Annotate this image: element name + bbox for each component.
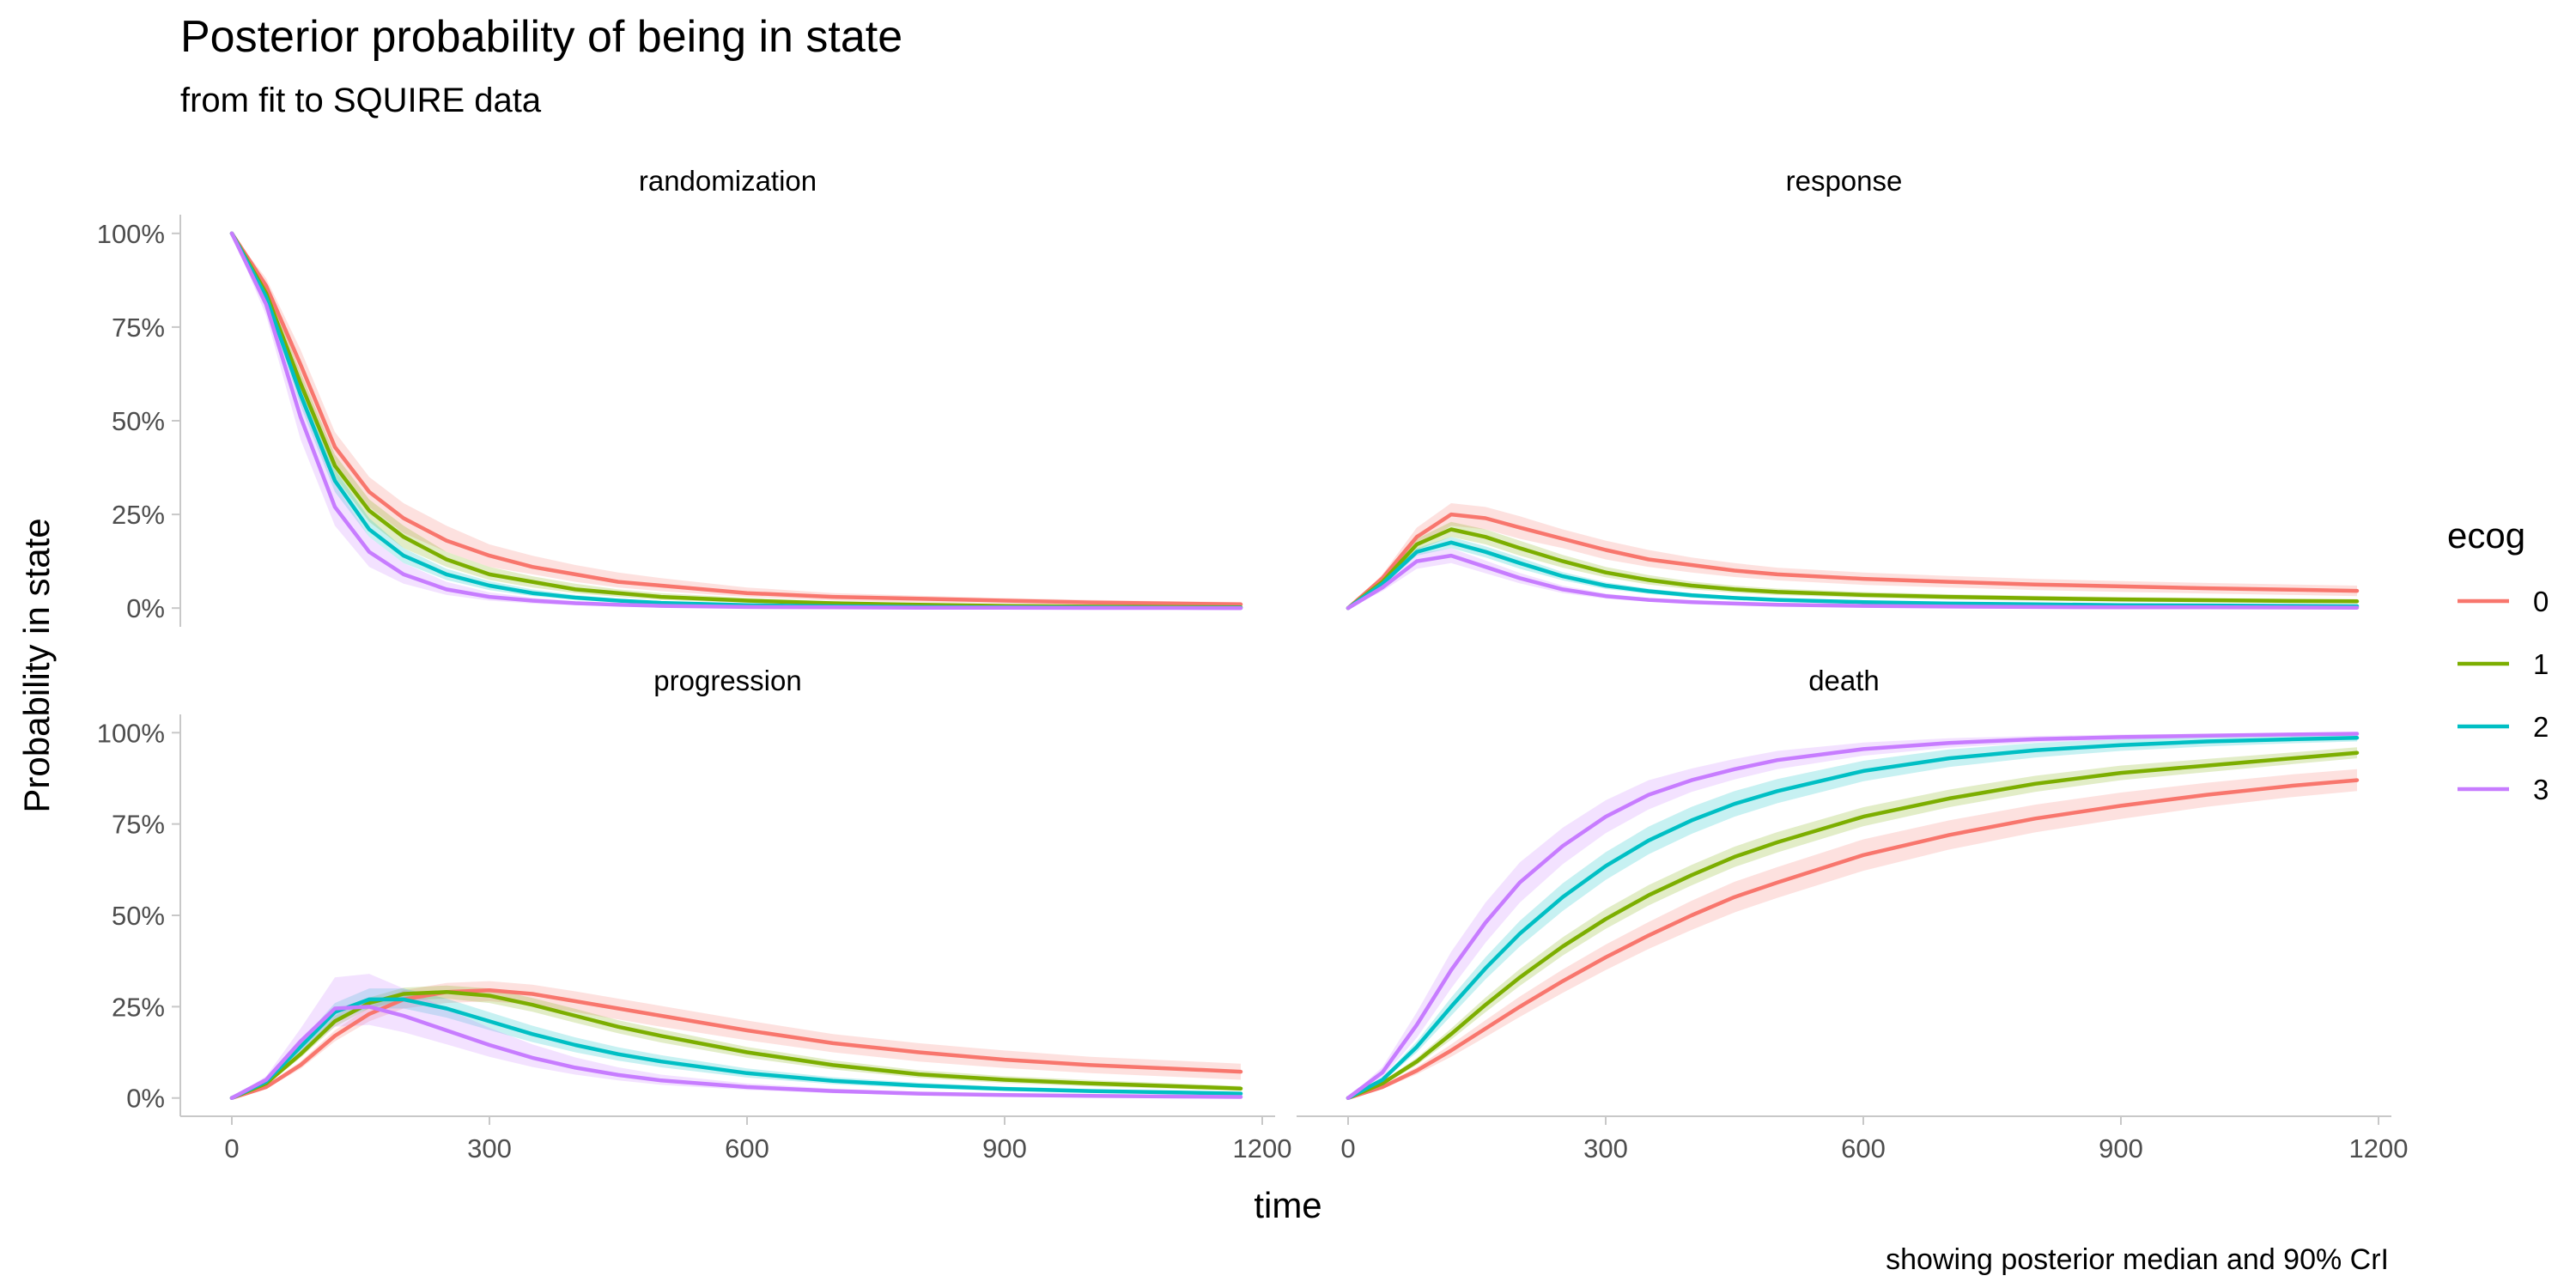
line-progression-ecog-3: [229, 1005, 1243, 1100]
panel-title-randomization: randomization: [639, 165, 817, 197]
line-death-ecog-0: [1346, 778, 2360, 1100]
y-tick-label: 25%: [112, 500, 165, 530]
x-tick-label: 1200: [2349, 1133, 2409, 1163]
x-axis-title: time: [1254, 1185, 1321, 1225]
panel-progression: progression 0% 25% 50% 75% 100% 0 300 600 900 1200: [97, 665, 1292, 1163]
ribbon-progression-ecog-2: [232, 988, 1241, 1098]
ribbon-response-ecog-0: [1348, 503, 2357, 609]
line-death-ecog-1: [1346, 750, 2360, 1100]
x-tick-label: 600: [725, 1133, 769, 1163]
y-tick-label: 75%: [112, 313, 165, 343]
legend-keys: 0 1 2 3: [2458, 586, 2549, 805]
y-tick-label: 0%: [126, 593, 165, 623]
line-death-ecog-2: [1346, 735, 2360, 1100]
y-tick-label: 50%: [112, 406, 165, 436]
panel-title-death: death: [1808, 665, 1880, 696]
y-tick-label: 25%: [112, 992, 165, 1022]
y-tick-label: 100%: [97, 219, 165, 249]
line-response-ecog-1: [1346, 527, 2360, 611]
legend-label-1: 1: [2533, 648, 2549, 680]
y-tick-label: 100%: [97, 718, 165, 748]
line-response-ecog-3: [1346, 553, 2360, 611]
y-tick-label: 75%: [112, 810, 165, 840]
legend-label-3: 3: [2533, 774, 2549, 805]
panels-group: randomization 0% 25% 50% 75% 100% response prog…: [97, 165, 2409, 1163]
line-progression-ecog-1: [229, 990, 1243, 1100]
line-response-ecog-0: [1346, 512, 2360, 611]
y-tick-label: 0%: [126, 1084, 165, 1114]
legend: ecog 0 1 2 3: [2447, 515, 2549, 805]
legend-label-2: 2: [2533, 711, 2549, 743]
ribbon-death-ecog-1: [1348, 747, 2357, 1098]
panel-response: response: [1346, 165, 2360, 611]
ribbon-death-ecog-3: [1348, 732, 2357, 1098]
line-response-ecog-2: [1346, 540, 2360, 611]
ribbon-progression-ecog-3: [232, 974, 1241, 1098]
ribbon-randomization-ecog-3: [232, 233, 1241, 609]
chart-subtitle: from fit to SQUIRE data: [180, 82, 542, 119]
chart-title: Posterior probability of being in state: [180, 12, 902, 62]
chart-caption: showing posterior median and 90% CrI: [1886, 1243, 2389, 1276]
x-tick-label: 0: [1340, 1133, 1355, 1163]
x-tick-label: 1200: [1233, 1133, 1292, 1163]
x-tick-label: 300: [1583, 1133, 1628, 1163]
x-tick-label: 0: [224, 1133, 239, 1163]
line-progression-ecog-0: [229, 987, 1243, 1100]
y-axis-title: Probability in state: [16, 518, 57, 812]
x-tick-label: 900: [982, 1133, 1027, 1163]
ribbon-response-ecog-3: [1348, 548, 2357, 609]
panel-title-progression: progression: [653, 665, 801, 696]
x-tick-label: 900: [2099, 1133, 2143, 1163]
x-tick-label: 300: [467, 1133, 512, 1163]
line-progression-ecog-2: [229, 997, 1243, 1100]
panel-title-response: response: [1786, 165, 1903, 197]
x-tick-label: 600: [1841, 1133, 1886, 1163]
legend-title: ecog: [2447, 515, 2525, 556]
line-death-ecog-3: [1346, 732, 2360, 1100]
panel-randomization: randomization 0% 25% 50% 75% 100%: [97, 165, 1243, 627]
legend-label-0: 0: [2533, 586, 2549, 617]
ribbon-death-ecog-2: [1348, 734, 2357, 1098]
panel-death: death 0 300 600 900 1200: [1297, 665, 2408, 1163]
line-randomization-ecog-0: [229, 231, 1243, 607]
y-tick-label: 50%: [112, 901, 165, 931]
line-randomization-ecog-3: [229, 231, 1243, 611]
